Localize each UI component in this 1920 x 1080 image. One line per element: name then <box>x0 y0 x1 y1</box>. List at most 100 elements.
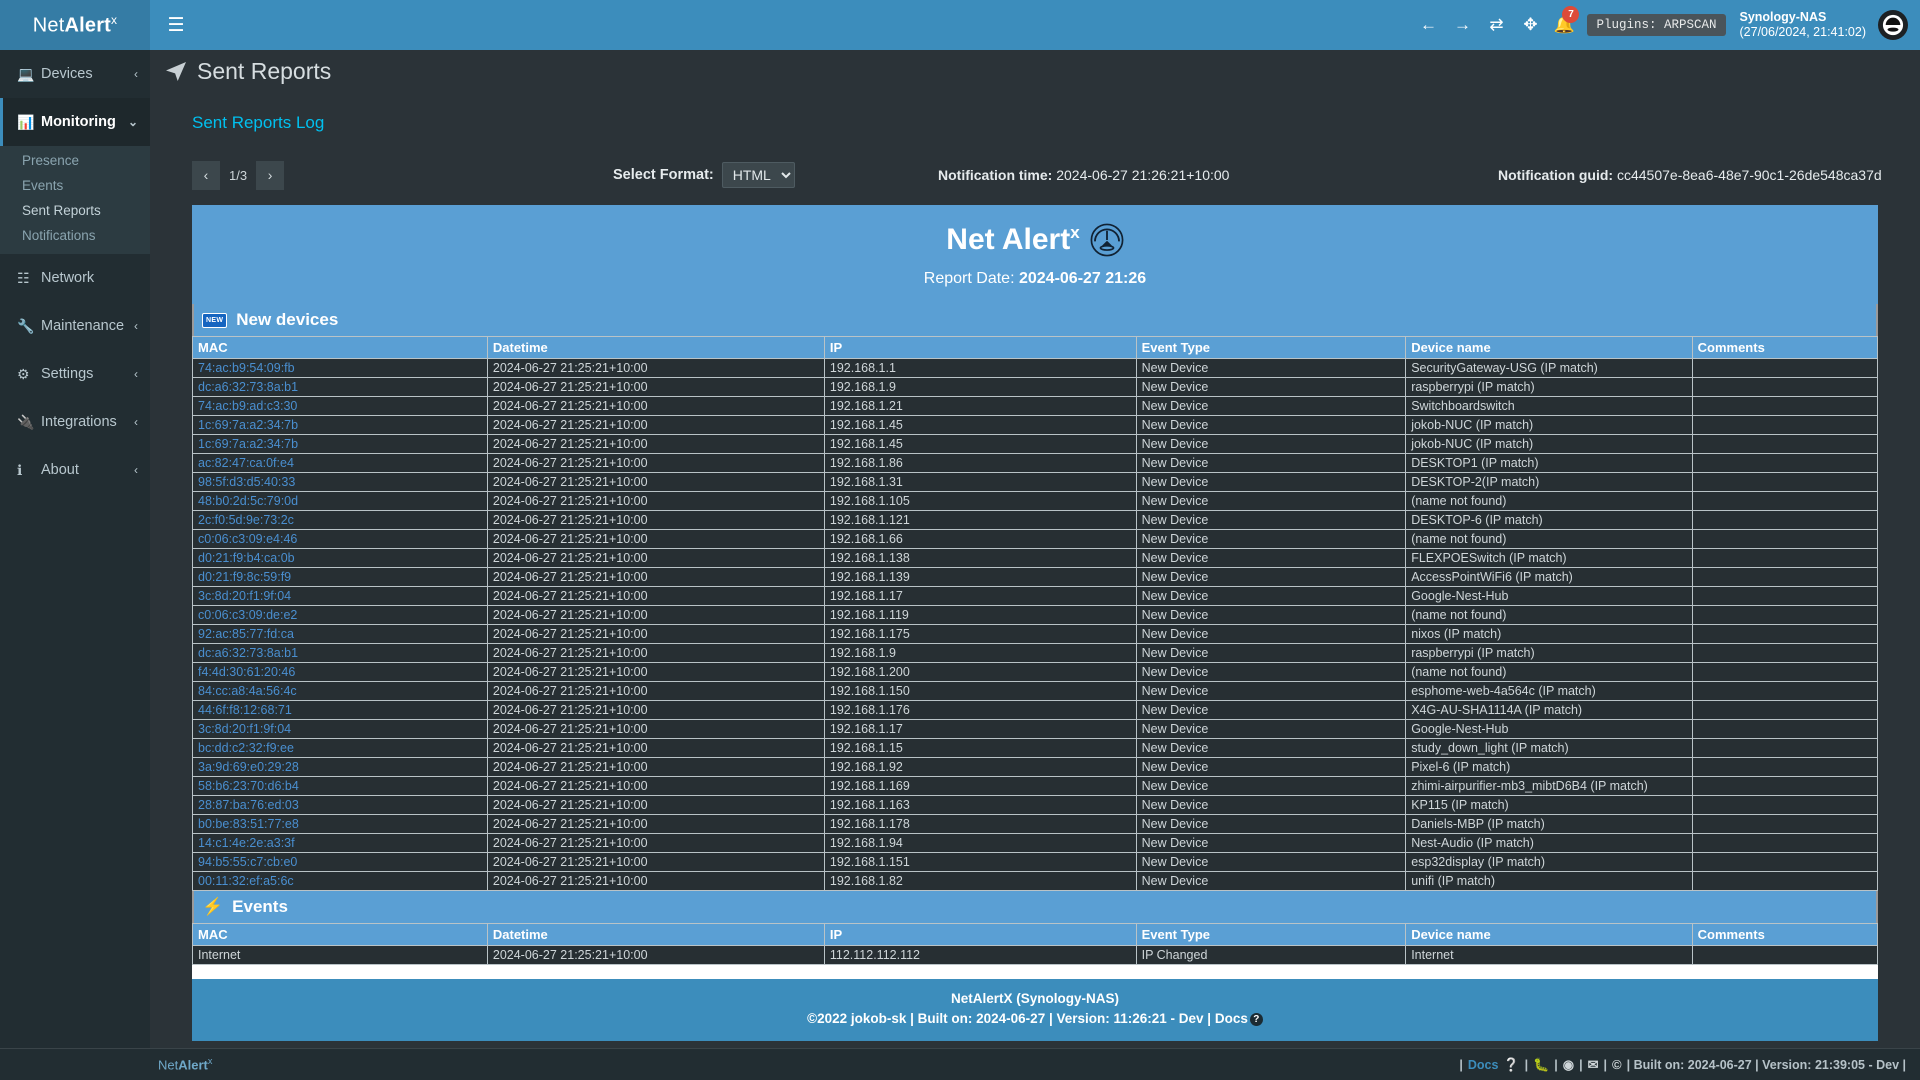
cell-mac[interactable]: d0:21:f9:8c:59:f9 <box>192 567 488 587</box>
cell-mac[interactable]: 84:cc:a8:4a:56:4c <box>192 681 488 701</box>
question-circle-icon[interactable]: ❔ <box>1503 1056 1520 1072</box>
cell-mac[interactable]: 3a:9d:69:e0:29:28 <box>192 757 488 777</box>
mac-link[interactable]: 3c:8d:20:f1:9f:04 <box>198 722 292 736</box>
mac-link[interactable]: 94:b5:55:c7:cb:e0 <box>198 855 298 869</box>
cell-mac[interactable]: 92:ac:85:77:fd:ca <box>192 624 488 644</box>
mac-link[interactable]: 92:ac:85:77:fd:ca <box>198 627 294 641</box>
mac-link[interactable]: 3a:9d:69:e0:29:28 <box>198 760 299 774</box>
cell-mac[interactable]: 44:6f:f8:12:68:71 <box>192 700 488 720</box>
cell-mac[interactable]: 98:5f:d3:d5:40:33 <box>192 472 488 492</box>
cell-event-type: New Device <box>1135 662 1407 682</box>
cell-ip: 192.168.1.151 <box>823 852 1137 872</box>
cell-mac[interactable]: 2c:f0:5d:9e:73:2c <box>192 510 488 530</box>
mac-link[interactable]: dc:a6:32:73:8a:b1 <box>198 380 299 394</box>
sidebar-item-monitoring[interactable]: 📊 Monitoring ⌄ <box>0 98 150 146</box>
sidebar-item-integrations[interactable]: 🔌 Integrations ‹ <box>0 398 150 446</box>
refresh-icon[interactable]: ⇄ <box>1489 15 1504 34</box>
cell-mac[interactable]: b0:be:83:51:77:e8 <box>192 814 488 834</box>
prev-page-button[interactable]: ‹ <box>192 160 220 190</box>
bell-icon[interactable]: 🔔 7 <box>1547 0 1581 50</box>
cell-mac[interactable]: 1c:69:7a:a2:34:7b <box>192 434 488 454</box>
cell-mac[interactable]: 94:b5:55:c7:cb:e0 <box>192 852 488 872</box>
mac-link[interactable]: bc:dd:c2:32:f9:ee <box>198 741 294 755</box>
column-header-ip: IP <box>823 336 1137 359</box>
cell-device-name: Daniels-MBP (IP match) <box>1405 814 1693 834</box>
mac-link[interactable]: 3c:8d:20:f1:9f:04 <box>198 589 292 603</box>
mac-link[interactable]: 00:11:32:ef:a5:6c <box>198 874 294 888</box>
mac-link[interactable]: d0:21:f9:8c:59:f9 <box>198 570 292 584</box>
mac-link[interactable]: 28:87:ba:76:ed:03 <box>198 798 299 812</box>
chevron-left-icon: ‹ <box>134 67 138 81</box>
cell-ip: 192.168.1.138 <box>823 548 1137 568</box>
bug-icon[interactable]: 🐛 <box>1533 1056 1550 1072</box>
mac-link[interactable]: c0:06:c3:09:de:e2 <box>198 608 298 622</box>
cell-mac[interactable]: d0:21:f9:b4:ca:0b <box>192 548 488 568</box>
cell-mac[interactable]: c0:06:c3:09:de:e2 <box>192 605 488 625</box>
cell-mac[interactable]: 74:ac:b9:ad:c3:30 <box>192 396 488 416</box>
cell-mac[interactable]: ac:82:47:ca:0f:e4 <box>192 453 488 473</box>
next-page-button[interactable]: › <box>256 160 285 190</box>
sidebar-item-events[interactable]: Events <box>0 173 150 198</box>
cell-mac[interactable]: bc:dd:c2:32:f9:ee <box>192 738 488 758</box>
sidebar-item-sent-reports[interactable]: Sent Reports <box>0 198 150 223</box>
chevron-left-icon: ‹ <box>134 319 138 333</box>
cell-mac[interactable]: 14:c1:4e:2e:a3:3f <box>192 833 488 853</box>
sidebar-label-about: About <box>41 462 79 478</box>
sidebar-item-settings[interactable]: ⚙ Settings ‹ <box>0 350 150 398</box>
hamburger-icon[interactable]: ☰ <box>167 14 185 36</box>
box-title[interactable]: Sent Reports Log <box>192 113 325 132</box>
mac-link[interactable]: 1c:69:7a:a2:34:7b <box>198 437 299 451</box>
mac-link[interactable]: 14:c1:4e:2e:a3:3f <box>198 836 295 850</box>
envelope-icon[interactable]: ✉ <box>1587 1056 1599 1072</box>
arrow-right-icon[interactable]: → <box>1453 15 1471 34</box>
format-select[interactable]: HTML <box>721 162 795 188</box>
arrow-left-icon[interactable]: ← <box>1419 15 1437 34</box>
sidebar-item-notifications[interactable]: Notifications <box>0 223 150 248</box>
cell-mac[interactable]: 74:ac:b9:54:09:fb <box>192 358 488 378</box>
cell-mac[interactable]: 3c:8d:20:f1:9f:04 <box>192 586 488 606</box>
cell-mac[interactable]: dc:a6:32:73:8a:b1 <box>192 643 488 663</box>
cell-datetime: 2024-06-27 21:25:21+10:00 <box>486 529 825 549</box>
report-toolbar: ‹ 1/3 › Select Format: HTML Notification… <box>168 153 1902 197</box>
mac-link[interactable]: 2c:f0:5d:9e:73:2c <box>198 513 294 527</box>
mac-link[interactable]: dc:a6:32:73:8a:b1 <box>198 646 299 660</box>
mac-link[interactable]: 74:ac:b9:54:09:fb <box>198 361 295 375</box>
cell-comments <box>1691 624 1879 644</box>
mac-link[interactable]: ac:82:47:ca:0f:e4 <box>198 456 294 470</box>
sidebar-item-maintenance[interactable]: 🔧 Maintenance ‹ <box>0 302 150 350</box>
cell-ip: 192.168.1.17 <box>823 719 1137 739</box>
docs-link[interactable]: Docs <box>1467 1057 1499 1072</box>
mac-link[interactable]: 58:b6:23:70:d6:b4 <box>198 779 299 793</box>
question-circle-icon[interactable]: ? <box>1249 1012 1263 1026</box>
cell-device-name: DESKTOP-2(IP match) <box>1405 472 1693 492</box>
cell-ip: 192.168.1.178 <box>823 814 1137 834</box>
plugins-status-badge[interactable]: Plugins: ARPSCAN <box>1587 14 1726 36</box>
cell-mac[interactable]: 3c:8d:20:f1:9f:04 <box>192 719 488 739</box>
github-icon[interactable]: ◉ <box>1562 1056 1575 1072</box>
mac-link[interactable]: 84:cc:a8:4a:56:4c <box>198 684 297 698</box>
mac-link[interactable]: c0:06:c3:09:e4:46 <box>198 532 298 546</box>
mac-link[interactable]: d0:21:f9:b4:ca:0b <box>198 551 295 565</box>
cell-mac[interactable]: 00:11:32:ef:a5:6c <box>192 871 488 891</box>
cell-mac[interactable]: 1c:69:7a:a2:34:7b <box>192 415 488 435</box>
cell-mac[interactable]: 48:b0:2d:5c:79:0d <box>192 491 488 511</box>
cell-mac[interactable]: c0:06:c3:09:e4:46 <box>192 529 488 549</box>
sidebar-item-devices[interactable]: 💻 Devices ‹ <box>0 50 150 98</box>
cell-mac[interactable]: 28:87:ba:76:ed:03 <box>192 795 488 815</box>
sidebar-item-about[interactable]: ℹ About ‹ <box>0 446 150 494</box>
mac-link[interactable]: 1c:69:7a:a2:34:7b <box>198 418 299 432</box>
cell-mac[interactable]: f4:4d:30:61:20:46 <box>192 662 488 682</box>
avatar[interactable] <box>1878 10 1908 40</box>
brand-logo[interactable]: NetAlertx <box>0 0 150 50</box>
mac-link[interactable]: 98:5f:d3:d5:40:33 <box>198 475 296 489</box>
mac-link[interactable]: f4:4d:30:61:20:46 <box>198 665 296 679</box>
mac-link[interactable]: b0:be:83:51:77:e8 <box>198 817 299 831</box>
mac-link[interactable]: 48:b0:2d:5c:79:0d <box>198 494 299 508</box>
cell-mac[interactable]: 58:b6:23:70:d6:b4 <box>192 776 488 796</box>
move-icon[interactable]: ✥ <box>1523 15 1538 34</box>
sidebar-item-network[interactable]: ☷ Network <box>0 254 150 302</box>
mac-link[interactable]: 44:6f:f8:12:68:71 <box>198 703 292 717</box>
sidebar-item-presence[interactable]: Presence <box>0 148 150 173</box>
mac-link[interactable]: 74:ac:b9:ad:c3:30 <box>198 399 298 413</box>
cell-mac[interactable]: dc:a6:32:73:8a:b1 <box>192 377 488 397</box>
